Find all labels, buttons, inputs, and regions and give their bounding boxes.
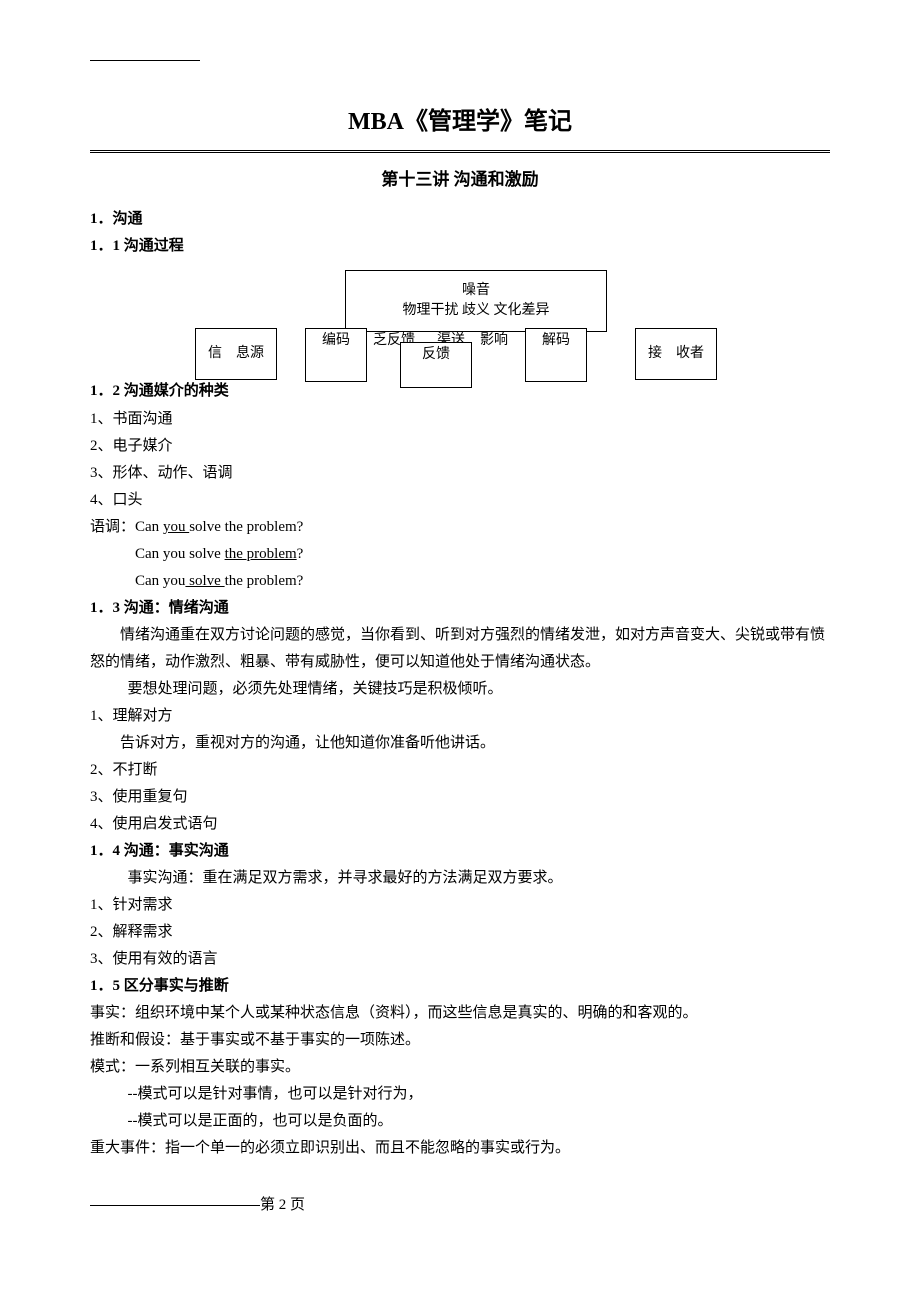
p-1-5-6: 重大事件：指一个单一的必须立即识别出、而且不能忽略的事实或行为。 xyxy=(90,1135,830,1162)
p-1-5-3: 模式：一系列相互关联的事实。 xyxy=(90,1054,830,1081)
page-footer: 第 2 页 xyxy=(90,1192,830,1219)
box-receiver: 接 收者 xyxy=(635,328,717,380)
list-1-2-item: 3、形体、动作、语调 xyxy=(90,460,830,487)
noise-line: 物理干扰 歧义 文化差异 xyxy=(403,301,550,321)
p-1-4-1: 事实沟通：重在满足双方需求，并寻求最好的方法满足双方要求。 xyxy=(90,865,830,892)
noise-title: 噪音 xyxy=(462,281,490,301)
tone-example-1: 语调：Can you solve the problem? xyxy=(90,514,830,541)
section-1-5: 1．5 区分事实与推断 xyxy=(90,973,830,1000)
p-1-3-2: 要想处理问题，必须先处理情绪，关键技巧是积极倾听。 xyxy=(90,676,830,703)
box-encode: 编码 xyxy=(305,328,367,382)
list-1-2-item: 4、口头 xyxy=(90,487,830,514)
box-source: 信 息源 xyxy=(195,328,277,380)
list-1-4-item: 2、解释需求 xyxy=(90,919,830,946)
list-1-3-item: 3、使用重复句 xyxy=(90,784,830,811)
list-1-2-item: 2、电子媒介 xyxy=(90,433,830,460)
tone-example-2: Can you solve the problem? xyxy=(90,541,830,568)
text-effect: 影响 xyxy=(480,328,508,353)
header-rule xyxy=(90,60,200,61)
p-1-3-1: 情绪沟通重在双方讨论问题的感觉，当你看到、听到对方强烈的情绪发泄，如对方声音变大… xyxy=(90,622,830,676)
list-1-3-item: 1、理解对方 xyxy=(90,703,830,730)
p-1-5-5: --模式可以是正面的，也可以是负面的。 xyxy=(90,1108,830,1135)
section-1-3: 1．3 沟通：情绪沟通 xyxy=(90,595,830,622)
box-decode: 解码 xyxy=(525,328,587,382)
list-1-3-item: 4、使用启发式语句 xyxy=(90,811,830,838)
list-1-4-item: 3、使用有效的语言 xyxy=(90,946,830,973)
section-1-2: 1．2 沟通媒介的种类 xyxy=(90,378,229,405)
box-noise: 噪音 物理干扰 歧义 文化差异 xyxy=(345,270,607,332)
p-1-5-2: 推断和假设：基于事实或不基于事实的一项陈述。 xyxy=(90,1027,830,1054)
list-1-3-item: 2、不打断 xyxy=(90,757,830,784)
list-1-4-item: 1、针对需求 xyxy=(90,892,830,919)
communication-diagram: 噪音 物理干扰 歧义 文化差异 信 息源 编码 乏反馈 渠送 影响 反馈 解码 … xyxy=(90,270,830,400)
tone-example-3: Can you solve the problem? xyxy=(90,568,830,595)
list-1-3-item-sub: 告诉对方，重视对方的沟通，让他知道你准备听他讲话。 xyxy=(90,730,830,757)
box-feedback: 反馈 xyxy=(400,342,472,388)
page-subtitle: 第十三讲 沟通和激励 xyxy=(90,165,830,196)
list-1-2-item: 1、书面沟通 xyxy=(90,406,830,433)
footer-rule xyxy=(90,1205,260,1206)
page-number: 第 2 页 xyxy=(260,1197,305,1213)
page-title: MBA《管理学》笔记 xyxy=(90,101,830,153)
section-1-4: 1．4 沟通：事实沟通 xyxy=(90,838,830,865)
section-1: 1．沟通 xyxy=(90,206,830,233)
section-1-1: 1．1 沟通过程 xyxy=(90,233,830,260)
p-1-5-1: 事实：组织环境中某个人或某种状态信息（资料），而这些信息是真实的、明确的和客观的… xyxy=(90,1000,830,1027)
p-1-5-4: --模式可以是针对事情，也可以是针对行为， xyxy=(90,1081,830,1108)
